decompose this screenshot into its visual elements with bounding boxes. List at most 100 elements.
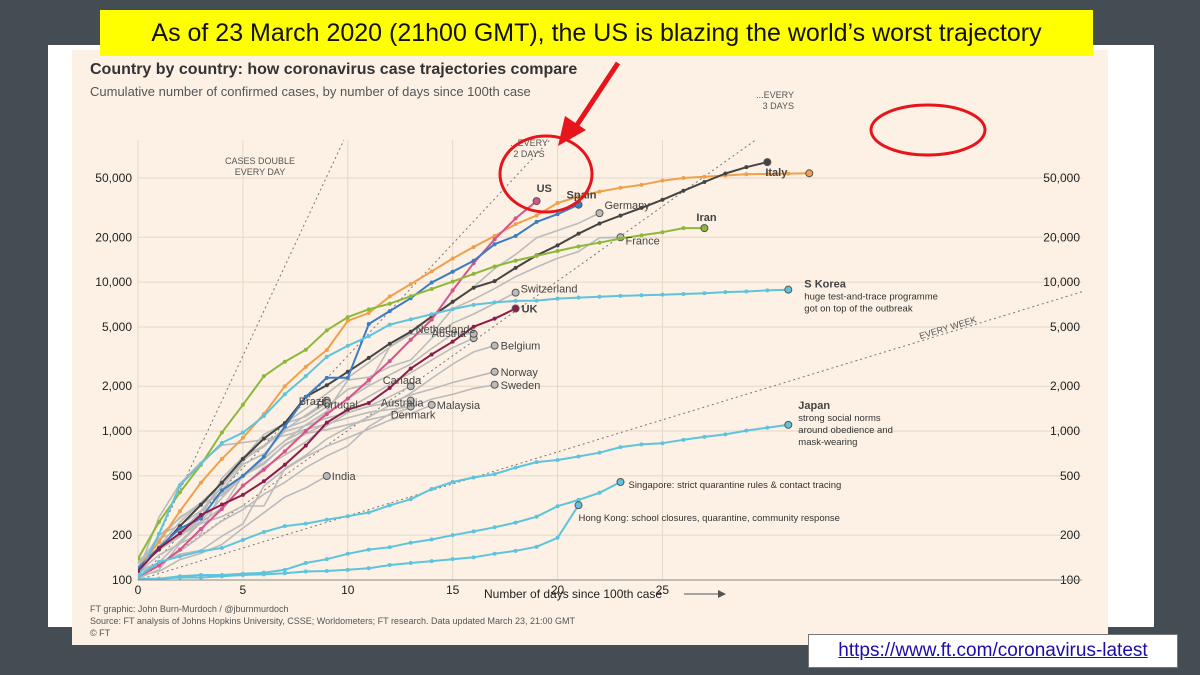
end-marker-sweden xyxy=(490,380,499,389)
reference-label: ...EVERY xyxy=(510,138,548,148)
data-point-iran xyxy=(408,294,413,299)
end-marker-us xyxy=(532,197,541,206)
data-point-hong-kong xyxy=(492,551,497,556)
y-tick-label-left: 50,000 xyxy=(95,171,132,185)
data-point-uk xyxy=(450,339,455,344)
series-line-iran xyxy=(138,227,705,560)
data-point-south-korea xyxy=(282,392,287,397)
data-point-china xyxy=(324,348,329,353)
end-marker-japan xyxy=(784,420,793,429)
y-tick-label-right: 20,000 xyxy=(1043,230,1080,244)
data-point-hong-kong xyxy=(345,567,350,572)
footnote-source: Source: FT analysis of Johns Hopkins Uni… xyxy=(90,616,576,626)
footnote-copyright: © FT xyxy=(90,628,111,638)
x-tick-label: 15 xyxy=(446,583,460,597)
data-point-uk xyxy=(177,531,182,536)
data-point-iran xyxy=(240,402,245,407)
data-point-italy xyxy=(240,456,245,461)
y-tick-label-right: 1,000 xyxy=(1050,424,1080,438)
data-point-italy xyxy=(324,383,329,388)
series-label-norway: Norway xyxy=(501,367,539,379)
data-point-italy xyxy=(219,480,224,485)
data-point-singapore xyxy=(387,545,392,550)
data-point-south-korea xyxy=(429,312,434,317)
y-tick-label-left: 500 xyxy=(112,469,132,483)
data-point-us xyxy=(324,412,329,417)
series-line-south-korea xyxy=(138,288,789,578)
data-point-japan xyxy=(618,445,623,450)
series-label-brazil: Brazil xyxy=(299,396,327,408)
data-point-spain xyxy=(450,269,455,274)
series-line-malaysia xyxy=(138,404,433,571)
end-marker-uk xyxy=(511,304,520,313)
series-label-belgium: Belgium xyxy=(501,341,541,353)
end-marker-germany xyxy=(595,209,604,218)
data-point-singapore xyxy=(345,551,350,556)
data-point-hong-kong xyxy=(513,548,518,553)
data-point-italy xyxy=(513,265,518,270)
reference-label: ...EVERY xyxy=(756,90,794,100)
series-label-us: US xyxy=(537,183,552,195)
data-point-south-korea xyxy=(345,343,350,348)
y-tick-label-left: 1,000 xyxy=(102,424,132,438)
series-label-singapore: Singapore: strict quarantine rules & con… xyxy=(628,480,841,491)
data-point-spain xyxy=(240,473,245,478)
series-label-spain: Spain xyxy=(567,190,597,202)
data-point-south-korea xyxy=(723,290,728,295)
data-point-spain xyxy=(366,322,371,327)
x-tick-label: 10 xyxy=(341,583,355,597)
series-label-italy: Italy xyxy=(765,167,788,179)
data-point-iran xyxy=(534,253,539,258)
data-point-hong-kong xyxy=(198,575,203,580)
data-point-iran xyxy=(639,233,644,238)
data-point-china xyxy=(513,222,518,227)
data-point-south-korea xyxy=(534,298,539,303)
data-point-spain xyxy=(492,242,497,247)
data-point-south-korea xyxy=(450,307,455,312)
series-label-denmark: Denmark xyxy=(391,410,436,422)
data-point-singapore xyxy=(324,557,329,562)
data-point-iran xyxy=(366,307,371,312)
data-point-singapore xyxy=(534,514,539,519)
data-point-south-korea xyxy=(765,288,770,293)
data-point-south-korea xyxy=(513,298,518,303)
end-marker-brazil xyxy=(322,398,331,407)
y-tick-label-right: 500 xyxy=(1060,469,1080,483)
y-tick-label-left: 10,000 xyxy=(95,275,132,289)
data-point-iran xyxy=(219,430,224,435)
data-point-singapore xyxy=(492,525,497,530)
series-label-switzerland: Switzerland xyxy=(521,284,578,296)
data-point-china xyxy=(366,311,371,316)
footnote-credit: FT graphic: John Burn-Murdoch / @jburnmu… xyxy=(90,604,289,614)
data-point-iran xyxy=(177,490,182,495)
data-point-uk xyxy=(387,385,392,390)
data-point-china xyxy=(618,185,623,190)
data-point-singapore xyxy=(555,504,560,509)
data-point-hong-kong xyxy=(219,574,224,579)
data-point-uk xyxy=(345,407,350,412)
data-point-china xyxy=(555,200,560,205)
end-marker-switzerland xyxy=(511,288,520,297)
data-point-us xyxy=(177,547,182,552)
data-point-japan xyxy=(282,524,287,529)
data-point-italy xyxy=(450,299,455,304)
data-point-iran xyxy=(576,244,581,249)
reference-label: CASES DOUBLE xyxy=(225,156,295,166)
data-point-singapore xyxy=(576,497,581,502)
data-point-spain xyxy=(324,375,329,380)
ft-source-link[interactable]: https://www.ft.com/coronavirus-latest xyxy=(808,634,1178,668)
data-point-singapore xyxy=(408,540,413,545)
series-line-us xyxy=(138,200,538,578)
data-point-uk xyxy=(303,443,308,448)
data-point-italy xyxy=(681,188,686,193)
data-point-japan xyxy=(408,497,413,502)
data-point-spain xyxy=(555,212,560,217)
data-point-iran xyxy=(156,520,161,525)
data-point-japan xyxy=(660,441,665,446)
x-axis-label: Number of days since 100th case xyxy=(484,587,662,601)
data-point-uk xyxy=(324,420,329,425)
end-marker-iran xyxy=(700,224,709,233)
data-point-japan xyxy=(681,437,686,442)
data-point-spain xyxy=(471,258,476,263)
data-point-iran xyxy=(681,226,686,231)
